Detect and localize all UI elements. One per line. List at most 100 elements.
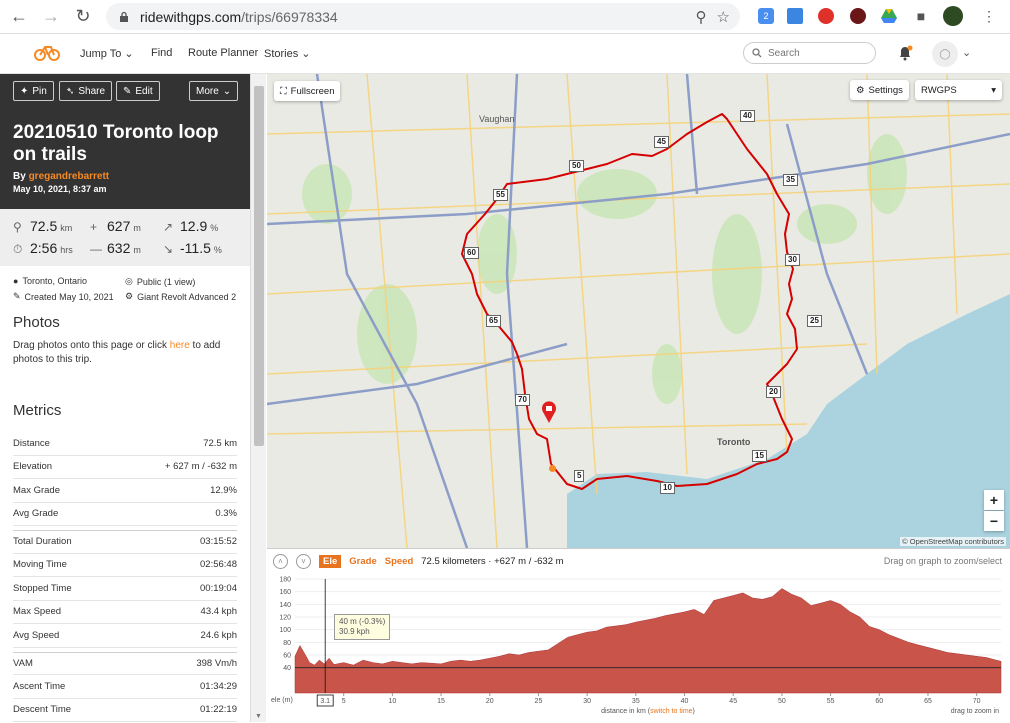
- rwgps-logo-icon[interactable]: [34, 44, 60, 62]
- metric-value: 02:56:48: [200, 559, 237, 571]
- km-marker: 60: [464, 247, 479, 259]
- trip-title: 20210510 Toronto loop on trails: [13, 122, 219, 165]
- km-marker: 65: [486, 315, 501, 327]
- metric-row: Distance 72.5 km: [13, 432, 237, 456]
- extension-k-icon[interactable]: [847, 5, 869, 27]
- tab-elevation[interactable]: Ele: [319, 555, 342, 568]
- forward-icon[interactable]: →: [42, 6, 60, 26]
- pencil-small-icon: ✎: [13, 291, 21, 301]
- metric-value: 00:19:04: [200, 582, 237, 594]
- elevation-summary: 72.5 kilometers · +627 m / -632 m: [421, 556, 564, 567]
- km-marker: 20: [766, 386, 781, 398]
- metric-row: Max Grade 12.9%: [13, 479, 237, 503]
- edit-button[interactable]: ✎ Edit: [116, 81, 160, 101]
- metric-label: Max Grade: [13, 484, 60, 496]
- tab-speed[interactable]: Speed: [384, 556, 414, 567]
- share-icon: ➴: [66, 85, 75, 97]
- km-marker: 40: [740, 110, 755, 122]
- zoom-icon[interactable]: ⚲: [695, 8, 707, 26]
- location-pin-icon: ●: [13, 276, 19, 286]
- x-tick-label: 65: [924, 698, 932, 705]
- expand-down-icon[interactable]: ˅: [296, 554, 311, 569]
- map-canvas[interactable]: [267, 74, 1010, 548]
- x-tick-label: 35: [632, 698, 640, 705]
- search-field[interactable]: [743, 42, 876, 64]
- site-header: Jump To ⌄ Find Route Planner Stories ⌄ ◯…: [0, 34, 1010, 74]
- metric-value: + 627 m / -632 m: [164, 461, 237, 473]
- elevation-chart[interactable]: 180 160 140 120 100 80 60 40 5 10 15 20 25 30 35 40 45 50…: [267, 575, 1010, 723]
- meta-bike: ⚙ Giant Revolt Advanced 2: [125, 291, 237, 302]
- start-pin-icon[interactable]: [541, 401, 557, 423]
- nav-route-planner[interactable]: Route Planner: [188, 47, 259, 59]
- x-tick-label: 5: [342, 698, 346, 705]
- map-settings-button[interactable]: ⚙ Settings: [850, 80, 909, 100]
- metric-row: Total Duration 03:15:52: [13, 530, 237, 554]
- collapse-up-icon[interactable]: ˄: [273, 554, 288, 569]
- map-layer-select[interactable]: RWGPS ▾: [915, 80, 1002, 100]
- address-bar[interactable]: ridewithgps.com/trips/66978334 ⚲ ☆: [106, 3, 740, 30]
- map-attribution[interactable]: © OpenStreetMap contributors: [900, 537, 1006, 546]
- zoom-out-button[interactable]: −: [984, 511, 1004, 531]
- url-text: ridewithgps.com/trips/66978334: [140, 8, 338, 25]
- photos-instructions: Drag photos onto this page or click here…: [13, 340, 221, 365]
- nav-jump-to[interactable]: Jump To ⌄: [80, 48, 134, 60]
- extension-stop-icon[interactable]: [815, 5, 837, 27]
- add-photos-link[interactable]: here: [169, 340, 190, 351]
- x-tick-label: 40: [681, 698, 689, 705]
- nav-stories[interactable]: Stories ⌄: [264, 48, 311, 60]
- share-button[interactable]: ➴ Share: [59, 81, 113, 101]
- km-marker: 35: [783, 174, 798, 186]
- meta-location: ● Toronto, Ontario: [13, 276, 87, 286]
- profile-avatar-icon[interactable]: [942, 5, 964, 27]
- arrow-up-right-icon: ↗: [163, 220, 174, 234]
- metric-label: Ascent Time: [13, 680, 66, 692]
- minus-icon: —: [90, 242, 102, 256]
- nav-find[interactable]: Find: [151, 47, 173, 59]
- switch-to-time-link[interactable]: switch to time: [650, 708, 693, 715]
- metric-value: 0.3%: [215, 508, 237, 520]
- metric-label: Distance: [13, 437, 50, 449]
- globe-icon: ◎: [125, 276, 133, 286]
- stat-climb: +627 m: [90, 218, 141, 234]
- back-icon[interactable]: ←: [10, 6, 28, 26]
- metric-row: VAM 398 Vm/h: [13, 651, 237, 675]
- metric-value: 03:15:52: [200, 536, 237, 548]
- scrollbar-thumb[interactable]: [254, 86, 264, 446]
- pin-icon: ✦: [20, 85, 29, 97]
- browser-toolbar: ← → ↻ ridewithgps.com/trips/66978334 ⚲ ☆…: [0, 0, 1010, 34]
- metric-row: Stopped Time 00:19:04: [13, 577, 237, 601]
- drive-icon[interactable]: [878, 5, 900, 27]
- bookmark-star-icon[interactable]: ☆: [716, 8, 730, 26]
- x-tick-label: 45: [729, 698, 737, 705]
- fullscreen-button[interactable]: ⛶ Fullscreen: [274, 81, 341, 101]
- metric-row: Elevation + 627 m / -632 m: [13, 456, 237, 479]
- y-tick-label: 100: [279, 627, 291, 634]
- metric-row: Avg Speed 24.6 kph: [13, 624, 237, 648]
- zoom-in-button[interactable]: +: [984, 490, 1004, 510]
- tab-grade[interactable]: Grade: [349, 556, 377, 567]
- route-map[interactable]: ⛶ Fullscreen ⚙ Settings RWGPS ▾ Vaughan Tor…: [267, 74, 1010, 548]
- metric-value: 12.9%: [210, 484, 237, 496]
- avatar-chevron-icon[interactable]: ⌄: [962, 47, 972, 59]
- author-link[interactable]: gregandrebarrett: [28, 171, 110, 182]
- reload-icon[interactable]: ↻: [75, 6, 91, 26]
- stat-min-grade: ↘ -11.5%: [163, 240, 222, 256]
- scroll-down-icon[interactable]: ▼: [255, 713, 262, 720]
- user-avatar[interactable]: ◯: [932, 41, 958, 67]
- extensions-puzzle-icon[interactable]: ■: [916, 8, 926, 24]
- km-marker: 10: [660, 482, 675, 494]
- trip-date: May 10, 2021, 8:37 am: [13, 184, 107, 194]
- bike-icon: ⚙: [125, 291, 134, 301]
- elevation-area: [294, 588, 1002, 694]
- menu-kebab-icon[interactable]: ⋮: [982, 7, 996, 24]
- metric-row: Moving Time 02:56:48: [13, 554, 237, 577]
- meta-created: ✎ Created May 10, 2021: [13, 291, 114, 302]
- sidebar-scrollbar[interactable]: ▼: [250, 74, 266, 722]
- extension-arrow-icon[interactable]: [784, 5, 806, 27]
- notification-bell-icon[interactable]: [897, 45, 913, 61]
- search-input[interactable]: [768, 47, 868, 59]
- y-tick-label: 160: [279, 589, 291, 596]
- extension-badge-icon[interactable]: 2: [755, 5, 777, 27]
- pin-button[interactable]: ✦ Pin: [13, 81, 54, 101]
- more-button[interactable]: More ⌄: [189, 81, 239, 101]
